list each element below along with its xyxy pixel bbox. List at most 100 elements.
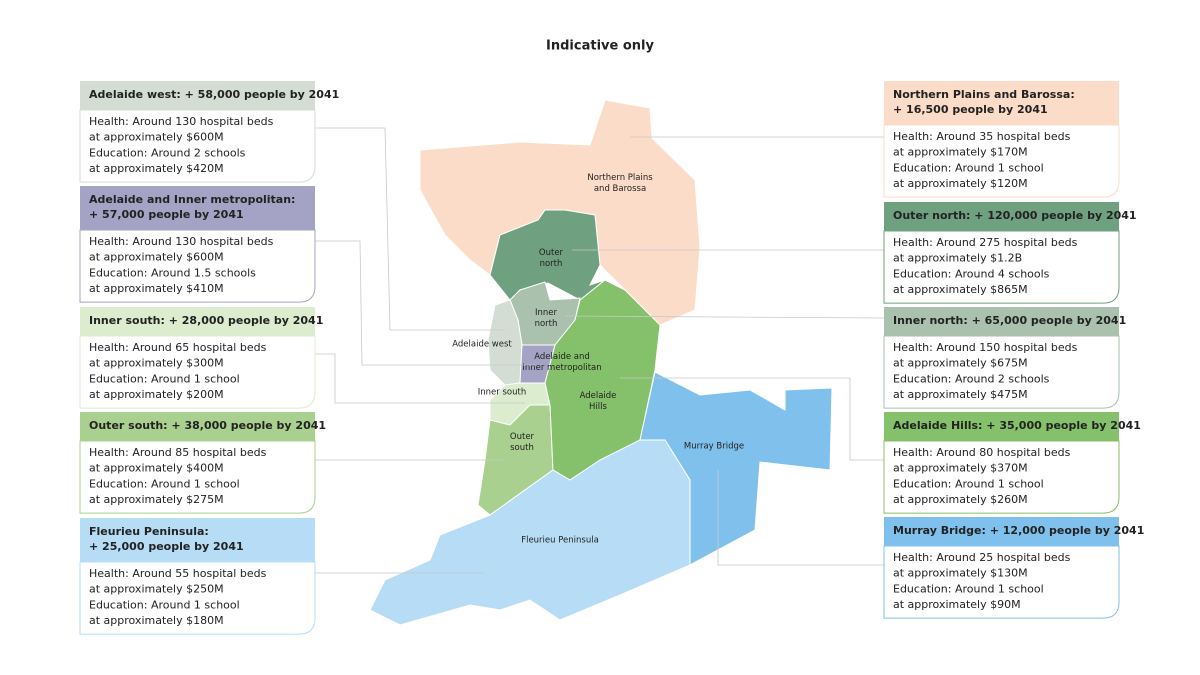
card-body <box>883 545 1120 619</box>
card-line: at approximately $170M <box>893 146 1028 159</box>
card-line: at approximately $300M <box>89 357 224 370</box>
card-header <box>884 202 1119 231</box>
card-line: Health: Around 65 hospital beds <box>89 341 267 354</box>
cards: Adelaide west: + 58,000 people by 2041 He… <box>79 81 1144 635</box>
card-line: at approximately $180M <box>89 614 224 627</box>
region-label: Hills <box>589 402 607 412</box>
title: Indicative only <box>546 39 654 54</box>
connector <box>564 315 885 319</box>
card-header <box>884 81 1119 125</box>
card-line: at approximately $130M <box>893 567 1028 580</box>
region-label: Adelaide west <box>452 340 512 350</box>
card-line: Health: Around 130 hospital beds <box>89 235 274 248</box>
card-heading: Inner south: + 28,000 people by 2041 <box>89 314 323 327</box>
card-heading: Outer south: + 38,000 people by 2041 <box>89 419 326 432</box>
card-body <box>883 230 1120 304</box>
card-line: at approximately $675M <box>893 357 1028 370</box>
card-body <box>79 109 316 183</box>
card-line: at approximately $600M <box>89 131 224 144</box>
card-body <box>79 440 316 514</box>
region-label: Outer <box>510 432 535 442</box>
card-line: Education: Around 4 schools <box>893 267 1050 280</box>
card-header <box>80 518 315 562</box>
card-line: at approximately $250M <box>89 583 224 596</box>
card-line: Health: Around 275 hospital beds <box>893 236 1078 249</box>
card-heading: Outer north: + 120,000 people by 2041 <box>893 209 1137 222</box>
connectors <box>315 127 885 574</box>
card-line: at approximately $200M <box>89 388 224 401</box>
region-label: south <box>510 443 534 453</box>
connector <box>315 127 505 331</box>
region-label: Inner <box>535 308 558 318</box>
card-heading: + 25,000 people by 2041 <box>89 540 244 553</box>
card-line: at approximately $400M <box>89 462 224 475</box>
card-line: Health: Around 130 hospital beds <box>89 115 274 128</box>
connector <box>315 240 535 366</box>
card-heading: Northern Plains and Barossa: <box>893 88 1075 101</box>
card-line: Health: Around 85 hospital beds <box>89 446 267 459</box>
card-line: at approximately $865M <box>893 283 1028 296</box>
card-line: at approximately $275M <box>89 493 224 506</box>
card-line: Health: Around 35 hospital beds <box>893 130 1071 143</box>
region-label: and Barossa <box>594 184 646 194</box>
connector <box>717 470 884 566</box>
region-label: Murray Bridge <box>684 442 744 452</box>
card-heading: + 57,000 people by 2041 <box>89 208 244 221</box>
card-header <box>884 412 1119 441</box>
card-line: at approximately $410M <box>89 282 224 295</box>
card-line: at approximately $1.2B <box>893 252 1022 265</box>
card-line: Health: Around 25 hospital beds <box>893 551 1071 564</box>
card-header <box>80 186 315 230</box>
connector <box>620 377 884 461</box>
card-header <box>884 517 1119 546</box>
card-line: Education: Around 1 school <box>893 477 1044 490</box>
card-heading: Adelaide and Inner metropolitan: <box>89 193 295 206</box>
card-heading: Adelaide west: + 58,000 people by 2041 <box>89 88 339 101</box>
card-line: Education: Around 2 schools <box>89 146 246 159</box>
card-line: Education: Around 2 schools <box>893 372 1050 385</box>
card-line: at approximately $600M <box>89 251 224 264</box>
card-line: Education: Around 1 school <box>89 477 240 490</box>
connector <box>315 353 525 404</box>
region-label: Fleurieu Peninsula <box>521 536 599 546</box>
region-label: Northern Plains <box>587 173 653 183</box>
card-heading: Inner north: + 65,000 people by 2041 <box>893 314 1126 327</box>
card-header <box>80 412 315 441</box>
card-body <box>883 440 1120 514</box>
card-line: at approximately $420M <box>89 162 224 175</box>
region-label: north <box>540 259 563 269</box>
card-line: Education: Around 1 school <box>89 598 240 611</box>
card-body <box>79 335 316 409</box>
region-label: Outer <box>539 248 564 258</box>
card-header <box>884 307 1119 336</box>
card-line: at approximately $370M <box>893 462 1028 475</box>
card-line: Education: Around 1 school <box>89 372 240 385</box>
card-line: Education: Around 1.5 schools <box>89 266 256 279</box>
region <box>369 439 691 626</box>
card-line: at approximately $475M <box>893 388 1028 401</box>
card-heading: Fleurieu Peninsula: <box>89 525 209 538</box>
card-line: Health: Around 55 hospital beds <box>89 567 267 580</box>
card-heading: Murray Bridge: + 12,000 people by 2041 <box>893 524 1144 537</box>
region-label: Inner metropolitan <box>522 363 601 373</box>
card-body <box>883 335 1120 409</box>
card-line: Health: Around 150 hospital beds <box>893 341 1078 354</box>
card-line: Education: Around 1 school <box>893 582 1044 595</box>
card-body <box>883 124 1120 198</box>
region-label: Adelaide and <box>534 352 590 362</box>
card-body <box>79 561 316 635</box>
card-line: at approximately $90M <box>893 598 1021 611</box>
card-header <box>80 307 315 336</box>
card-line: Health: Around 80 hospital beds <box>893 446 1071 459</box>
region-label: Adelaide <box>580 391 617 401</box>
card-line: at approximately $260M <box>893 493 1028 506</box>
card-header <box>80 81 315 110</box>
card-heading: + 16,500 people by 2041 <box>893 103 1048 116</box>
card-line: at approximately $120M <box>893 177 1028 190</box>
region-label: north <box>535 319 558 329</box>
card-line: Education: Around 1 school <box>893 161 1044 174</box>
region-label: Inner south <box>478 388 526 398</box>
